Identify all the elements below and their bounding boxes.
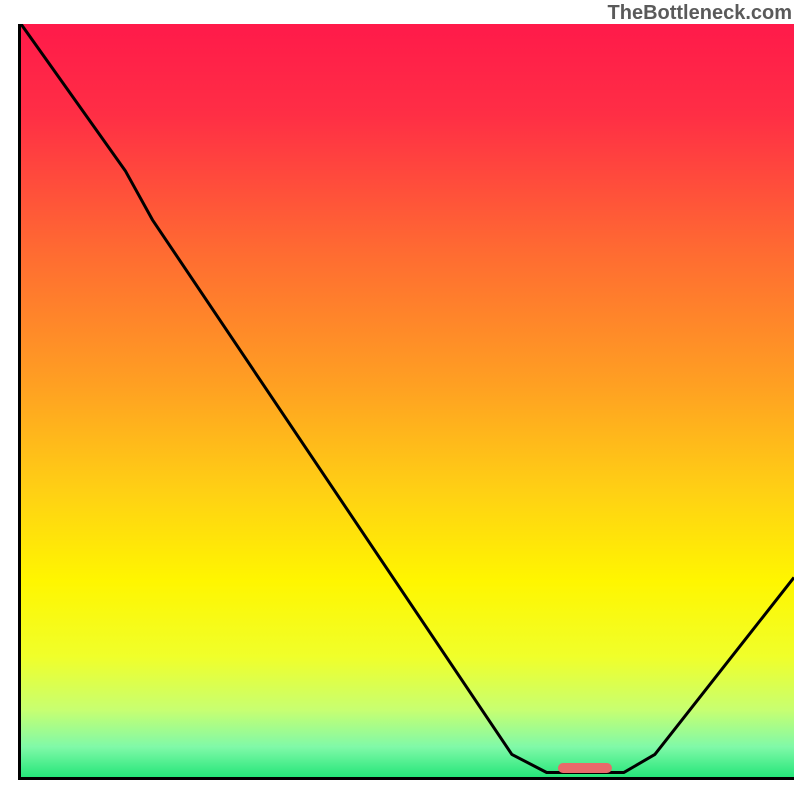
watermark-text: TheBottleneck.com: [608, 2, 792, 25]
bottleneck-chart: [18, 24, 794, 780]
bottleneck-curve: [21, 24, 794, 777]
optimal-marker: [558, 763, 612, 773]
